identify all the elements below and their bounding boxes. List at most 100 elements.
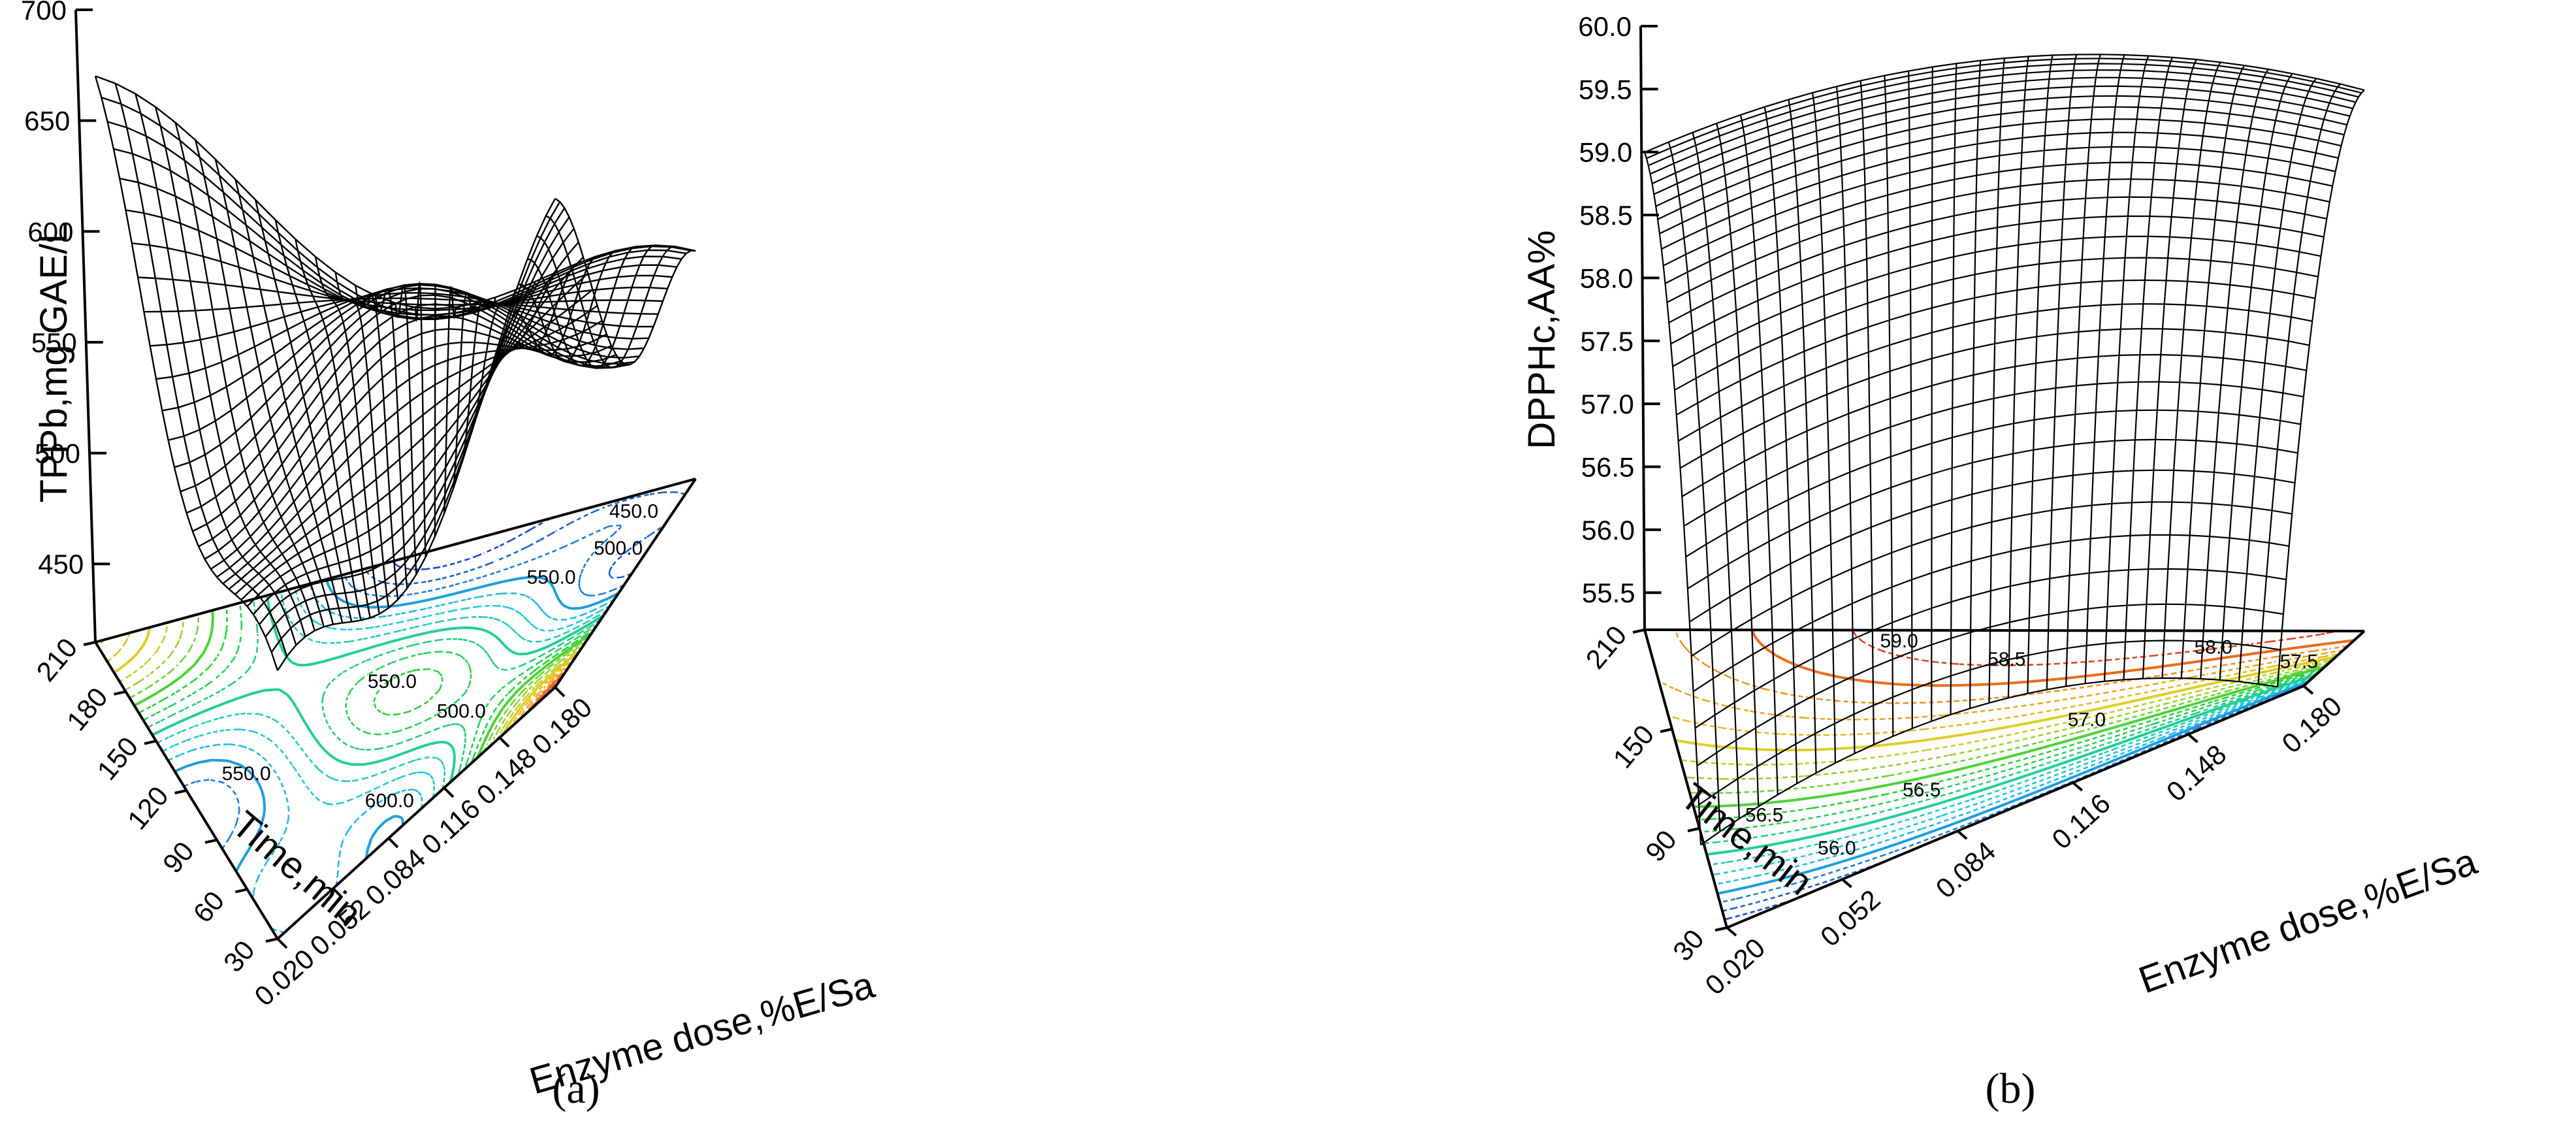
contour-line [2101, 762, 2117, 770]
contour-label: 57.5 [2280, 651, 2318, 672]
contour-line [545, 642, 556, 649]
contour-line [1807, 717, 1826, 720]
contour-line [560, 657, 572, 668]
contour-line [459, 761, 463, 769]
contour-line [1999, 794, 2015, 802]
contour-line [293, 739, 300, 745]
contour-line [2029, 792, 2045, 800]
contour-line [1741, 730, 1750, 733]
contour-line [2105, 714, 2122, 721]
contour-line [1961, 721, 1978, 726]
contour-line [2058, 753, 2074, 760]
contour-line [1953, 751, 1965, 756]
contour-line [1869, 680, 1888, 685]
contour-line [2138, 701, 2155, 707]
contour-line [1754, 843, 1771, 849]
contour-line [2210, 702, 2226, 709]
contour-line [185, 679, 195, 687]
contour-line [494, 664, 499, 669]
contour-line [2187, 684, 2204, 691]
contour-line [1750, 890, 1766, 896]
contour-line [550, 583, 553, 586]
contour-line [1816, 830, 1833, 838]
contour-line [540, 638, 549, 643]
contour-label: 56.5 [1745, 804, 1783, 826]
contour-line [381, 681, 389, 687]
contour-line [441, 638, 451, 641]
contour-line [282, 787, 287, 795]
contour-line [1728, 746, 1734, 749]
x-tick-mark [332, 887, 344, 899]
z-tick-label: 59.0 [1579, 137, 1633, 168]
contour-line [1907, 702, 1925, 704]
contour-line [2189, 721, 2206, 730]
contour-line [2104, 729, 2120, 736]
contour-line [2270, 638, 2288, 643]
contour-line [404, 670, 412, 674]
contour-line [2117, 741, 2134, 749]
contour-line [530, 597, 536, 602]
contour-line [2072, 753, 2089, 761]
contour-line [523, 704, 530, 713]
floor-edge [1644, 628, 2365, 632]
contour-line [125, 656, 135, 666]
contour-line [457, 768, 461, 775]
contour-line [587, 510, 596, 515]
contour-line [351, 794, 361, 801]
contour-line [1999, 799, 2016, 807]
contour-line [1920, 781, 1936, 788]
contour-line [2291, 636, 2307, 640]
contour-label: 58.0 [2195, 636, 2232, 658]
contour-line [347, 744, 355, 749]
contour-line [274, 630, 279, 638]
contour-line [2118, 733, 2134, 741]
contour-line [353, 660, 366, 668]
contour-line [1903, 777, 1920, 783]
contour-line [398, 565, 410, 570]
contour-line [571, 644, 575, 648]
contour-line [364, 806, 374, 813]
contour-line [2122, 698, 2140, 705]
contour-line [466, 586, 480, 593]
contour-line [170, 643, 178, 655]
contour-line [1686, 720, 1699, 724]
mesh-line [1931, 67, 1933, 722]
contour-line [264, 688, 278, 692]
contour-line [2014, 798, 2030, 806]
contour-line [403, 654, 416, 660]
contour-line [471, 755, 475, 761]
contour-line [2127, 655, 2145, 659]
contour-line [2160, 734, 2176, 743]
contour-label: 550.0 [222, 763, 271, 785]
contour-line [511, 708, 521, 719]
contour-line [1775, 654, 1788, 663]
contour-line [419, 743, 430, 749]
contour-line [2175, 669, 2193, 674]
contour-line [2106, 696, 2124, 701]
contour-line [1845, 815, 1861, 821]
contour-line [1871, 783, 1888, 790]
contour-line [487, 616, 494, 619]
y-tick-label: 210 [1579, 620, 1632, 675]
contour-line [500, 605, 507, 608]
z-tick-label: 57.5 [1580, 326, 1634, 357]
contour-line [1831, 827, 1848, 834]
contour-line [556, 596, 561, 602]
contour-line [2197, 724, 2204, 730]
contour-line [521, 636, 524, 640]
contour-line [535, 552, 550, 560]
contour-line [1878, 815, 1894, 822]
contour-line [354, 747, 360, 751]
contour-line [513, 609, 520, 614]
contour-line [1980, 752, 1997, 758]
contour-line [2287, 638, 2292, 640]
floor-edge [2302, 630, 2366, 687]
x-tick-label: 0.084 [360, 843, 432, 911]
contour-line [2277, 653, 2295, 658]
contour-line [2104, 724, 2121, 732]
contour-line [527, 649, 538, 655]
contour-line [2292, 670, 2310, 677]
contour-line [452, 652, 460, 657]
contour-line [1887, 780, 1904, 787]
contour-line [2172, 683, 2189, 688]
